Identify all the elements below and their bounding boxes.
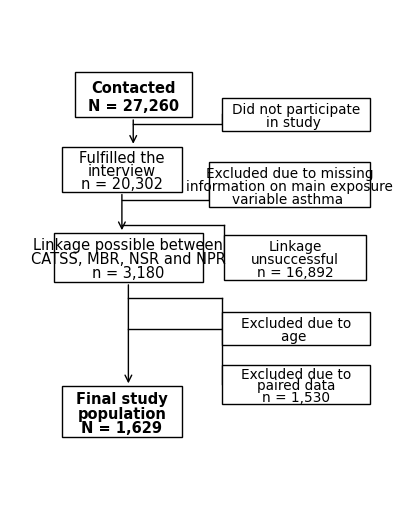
Text: variable asthma: variable asthma <box>232 193 347 207</box>
Text: Linkage: Linkage <box>268 239 322 253</box>
Text: Excluded due to: Excluded due to <box>241 367 351 381</box>
Text: Fulfilled the: Fulfilled the <box>79 151 165 166</box>
FancyBboxPatch shape <box>224 236 367 280</box>
Text: n = 20,302: n = 20,302 <box>81 177 163 191</box>
FancyBboxPatch shape <box>54 234 203 282</box>
Text: unsuccessful: unsuccessful <box>251 252 339 266</box>
FancyBboxPatch shape <box>209 163 370 208</box>
Text: population: population <box>77 406 166 421</box>
Text: interview: interview <box>88 163 156 179</box>
Text: Did not participate: Did not participate <box>232 103 360 117</box>
Text: N = 1,629: N = 1,629 <box>82 420 163 435</box>
Text: Linkage possible between: Linkage possible between <box>33 238 223 253</box>
FancyBboxPatch shape <box>222 365 370 404</box>
FancyBboxPatch shape <box>75 73 191 118</box>
Text: n = 1,530: n = 1,530 <box>262 390 330 404</box>
Text: n = 3,180: n = 3,180 <box>92 266 165 281</box>
Text: CATSS, MBR, NSR and NPR: CATSS, MBR, NSR and NPR <box>31 252 226 267</box>
FancyBboxPatch shape <box>222 312 370 345</box>
Text: Excluded due to missing: Excluded due to missing <box>206 167 373 181</box>
Text: N = 27,260: N = 27,260 <box>88 99 179 114</box>
Text: n = 16,892: n = 16,892 <box>257 265 334 279</box>
Text: age: age <box>281 330 311 344</box>
Text: in study: in study <box>266 116 326 130</box>
Text: Excluded due to: Excluded due to <box>241 316 351 330</box>
Text: paired data: paired data <box>257 379 335 392</box>
Text: Final study: Final study <box>76 391 168 406</box>
Text: information on main exposure: information on main exposure <box>186 180 393 194</box>
FancyBboxPatch shape <box>62 147 182 192</box>
FancyBboxPatch shape <box>222 98 370 132</box>
FancyBboxPatch shape <box>62 386 182 437</box>
Text: Contacted: Contacted <box>91 81 176 96</box>
